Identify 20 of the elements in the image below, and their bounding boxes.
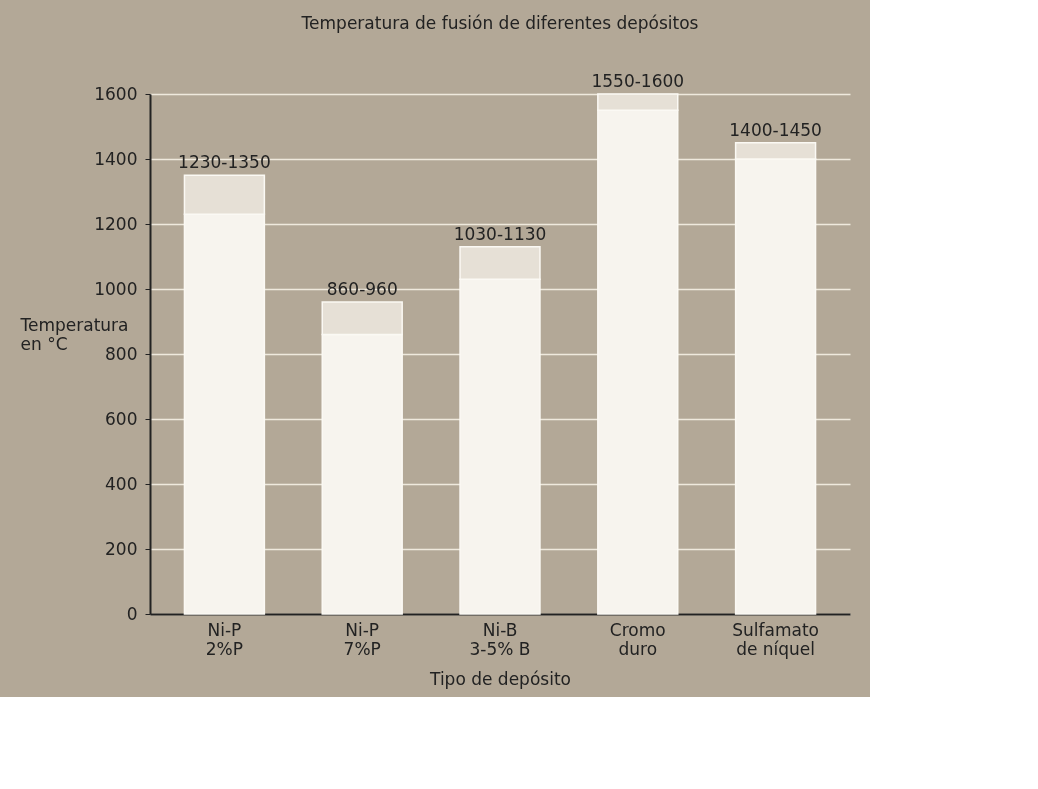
x-axis-title: Tipo de depósito (429, 668, 571, 689)
y-tick-label: 0 (126, 603, 138, 624)
y-tick-label: 600 (105, 408, 138, 429)
y-tick-label: 200 (105, 538, 138, 559)
x-tick-label: Ni-B 3-5% B (469, 619, 531, 659)
y-tick-label: 1200 (94, 213, 138, 234)
x-tick-label: Ni-P 7%P (343, 619, 381, 659)
data-label: 860-960 (326, 279, 398, 299)
x-tick-label: Cromo duro (609, 619, 666, 659)
y-tick-label: 1000 (94, 278, 138, 299)
x-tick-label: Ni-P 2%P (205, 619, 244, 659)
data-label: 1230-1350 (178, 152, 271, 173)
x-tick-label: Sulfamato de níquel (732, 619, 819, 659)
chart-title: Temperatura de fusión de diferentes depósitos (300, 13, 699, 33)
y-tick-label: 1400 (94, 148, 138, 169)
y-tick-label: 400 (105, 473, 138, 494)
data-label: 1400-1450 (729, 119, 822, 140)
data-label: 1030-1130 (453, 223, 547, 244)
y-tick-label: 1600 (94, 83, 138, 104)
data-label: 1550-1600 (591, 71, 685, 91)
